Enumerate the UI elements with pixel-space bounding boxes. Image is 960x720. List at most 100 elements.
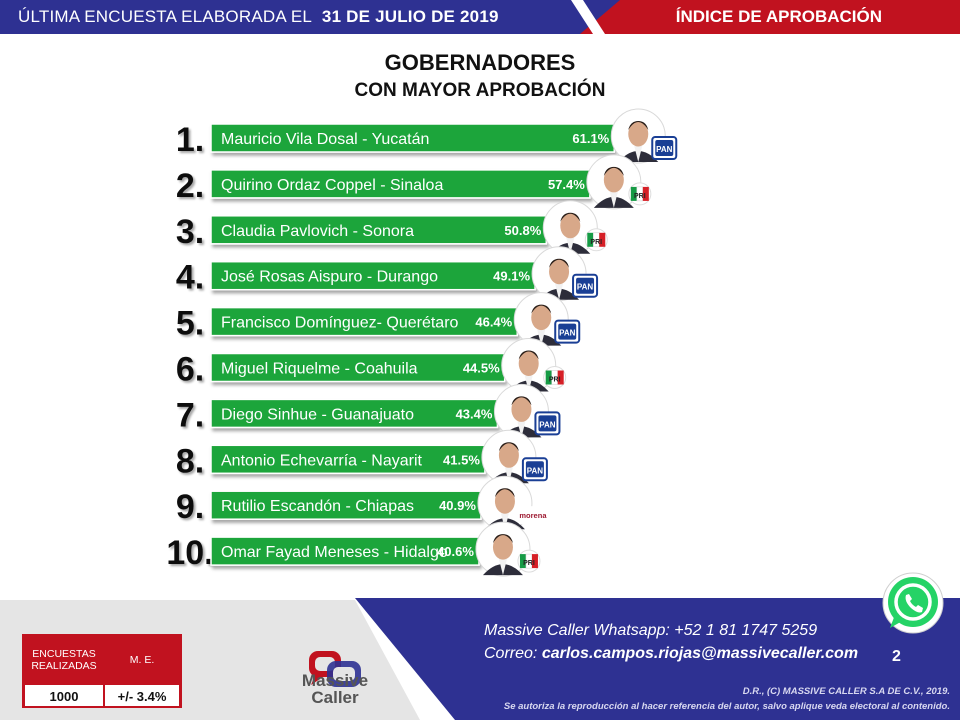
survey-stats-table: ENCUESTAS REALIZADAS M. E. 1000 +/- 3.4% bbox=[22, 634, 182, 708]
pan-logo-fill bbox=[655, 140, 674, 156]
approval-value-label: 57.4% bbox=[548, 177, 585, 192]
contact-whatsapp: Massive Caller Whatsapp: +52 1 81 1747 5… bbox=[484, 622, 818, 639]
chart-row-2: 2. Quirino Ordaz Coppel - Sinaloa 57.4% PRI bbox=[176, 154, 652, 210]
pan-logo-icon: PAN bbox=[521, 457, 548, 482]
photo-face bbox=[531, 305, 552, 331]
contact-email-line: Correo: carlos.campos.riojas@massivecall… bbox=[484, 645, 858, 663]
rank-number: 8. bbox=[176, 442, 204, 480]
pri-logo-icon: PRI bbox=[517, 549, 541, 573]
chart-subtitle: CON MAYOR APROBACIÓN bbox=[354, 80, 606, 101]
approval-value-label: 61.1% bbox=[572, 131, 609, 146]
rank-number: 10. bbox=[166, 534, 213, 572]
photo-shirt bbox=[517, 421, 526, 438]
photo-face bbox=[518, 351, 539, 376]
chart-row-7: 7. Diego Sinhue - Guanajuato 43.4% PAN bbox=[176, 383, 561, 439]
contact-email-prefix: Correo: bbox=[484, 645, 538, 662]
pan-logo-fill bbox=[576, 277, 595, 294]
approval-value-label: 41.5% bbox=[443, 452, 480, 467]
pan-logo-text: PAN bbox=[527, 466, 544, 475]
chart-row-3: 3. Claudia Pavlovich - Sonora 50.8% PRI bbox=[176, 200, 608, 256]
pri-logo-green bbox=[630, 186, 637, 201]
pri-logo-green bbox=[519, 554, 526, 569]
pan-logo-icon: PAN bbox=[554, 319, 581, 344]
photo-hair bbox=[549, 258, 570, 268]
photo-face bbox=[603, 167, 624, 193]
approval-value-label: 40.9% bbox=[439, 498, 476, 513]
pan-logo-text: PAN bbox=[577, 283, 594, 292]
photo-hair bbox=[628, 121, 649, 130]
governor-name-label: Francisco Domínguez- Querétaro bbox=[221, 315, 459, 332]
approval-bar-chart: 1. Mauricio Vila Dosal - Yucatán 61.1% PAN 2… bbox=[166, 108, 678, 577]
approval-bar bbox=[210, 398, 499, 429]
photo-hair bbox=[518, 350, 539, 360]
governor-photo-3 bbox=[542, 200, 598, 256]
survey-date-line: ÚLTIMA ENCUESTA ELABORADA EL 31 DE JULIO… bbox=[18, 7, 499, 27]
rank-number: 9. bbox=[176, 488, 204, 526]
pan-logo-icon: PAN bbox=[572, 273, 599, 298]
governor-name-label: José Rosas Aispuro - Durango bbox=[221, 269, 438, 286]
pri-logo-icon: PRI bbox=[628, 182, 652, 206]
pri-logo-icon: PRI bbox=[543, 366, 567, 389]
contact-email[interactable]: carlos.campos.riojas@massivecaller.com bbox=[541, 645, 859, 662]
survey-date: 31 DE JULIO DE 2019 bbox=[321, 7, 499, 26]
logo-name: Massive Caller bbox=[301, 671, 369, 707]
approval-value-label: 43.4% bbox=[456, 406, 493, 421]
pan-logo-text: PAN bbox=[539, 420, 556, 429]
margin-error-label: M. E. bbox=[104, 636, 180, 684]
chart-row-6: 6. Miguel Riquelme - Coahuila 44.5% PRI bbox=[176, 338, 567, 393]
pan-logo-text: PAN bbox=[656, 145, 673, 154]
photo-hair bbox=[531, 304, 552, 314]
rank-number: 6. bbox=[176, 351, 204, 389]
approval-bar bbox=[210, 123, 616, 153]
approval-bar bbox=[210, 306, 518, 337]
approval-value-label: 44.5% bbox=[463, 361, 500, 376]
chart-row-4: 4. José Rosas Aispuro - Durango 49.1% PAN bbox=[176, 246, 599, 302]
approval-value-label: 40.6% bbox=[437, 544, 474, 559]
top-banner-red-section bbox=[580, 0, 960, 34]
rank-number: 2. bbox=[176, 167, 204, 205]
pri-logo-green bbox=[587, 232, 594, 247]
rank-number: 5. bbox=[176, 305, 204, 343]
margin-error-value: +/- 3.4% bbox=[104, 684, 180, 708]
photo-hair bbox=[511, 396, 532, 406]
chart-row-5: 5. Francisco Domínguez- Querétaro 46.4% PAN bbox=[176, 292, 581, 348]
index-title: ÍNDICE DE APROBACIÓN bbox=[675, 7, 882, 26]
rank-number: 1. bbox=[176, 121, 204, 159]
photo-face bbox=[498, 442, 519, 468]
pri-logo-red bbox=[642, 186, 649, 201]
governor-name-label: Diego Sinhue - Guanajuato bbox=[221, 406, 414, 423]
photo-hair bbox=[494, 488, 515, 498]
photo-shirt bbox=[504, 467, 513, 484]
survey-prefix: ÚLTIMA ENCUESTA ELABORADA EL bbox=[18, 7, 313, 26]
photo-face bbox=[492, 534, 513, 560]
photo-hair bbox=[603, 166, 624, 176]
photo-shirt bbox=[566, 237, 575, 254]
approval-value-label: 46.4% bbox=[475, 315, 512, 330]
governor-name-label: Miguel Riquelme - Coahuila bbox=[221, 361, 418, 378]
pan-logo-fill bbox=[538, 415, 557, 432]
surveys-value: 1000 bbox=[24, 684, 104, 708]
photo-face bbox=[560, 213, 581, 239]
photo-shirt bbox=[524, 375, 533, 392]
photo-shirt bbox=[537, 329, 546, 346]
photo-shirt bbox=[500, 513, 509, 530]
pri-logo-red bbox=[531, 554, 538, 569]
approval-bar bbox=[210, 215, 548, 245]
whatsapp-icon[interactable] bbox=[880, 570, 946, 636]
photo-hair bbox=[560, 212, 581, 222]
morena-logo-icon: morena bbox=[518, 506, 547, 525]
copyright-notice: D.R., (C) MASSIVE CALLER S.A DE C.V., 20… bbox=[742, 686, 950, 697]
rank-number: 4. bbox=[176, 259, 204, 297]
pan-logo-icon: PAN bbox=[534, 411, 561, 436]
governor-name-label: Claudia Pavlovich - Sonora bbox=[221, 223, 414, 240]
photo-shirt bbox=[634, 146, 643, 162]
photo-shirt bbox=[609, 191, 618, 208]
chart-row-9: 9. Rutilio Escandón - Chiapas 40.9% morena bbox=[176, 475, 547, 531]
pri-logo-red bbox=[599, 232, 606, 247]
governor-name-label: Omar Fayad Meneses - Hidalgo bbox=[221, 544, 448, 561]
pan-logo-icon: PAN bbox=[651, 136, 678, 160]
pri-logo-red bbox=[557, 370, 564, 385]
chart-title: GOBERNADORES bbox=[384, 50, 576, 75]
photo-face bbox=[511, 396, 532, 422]
